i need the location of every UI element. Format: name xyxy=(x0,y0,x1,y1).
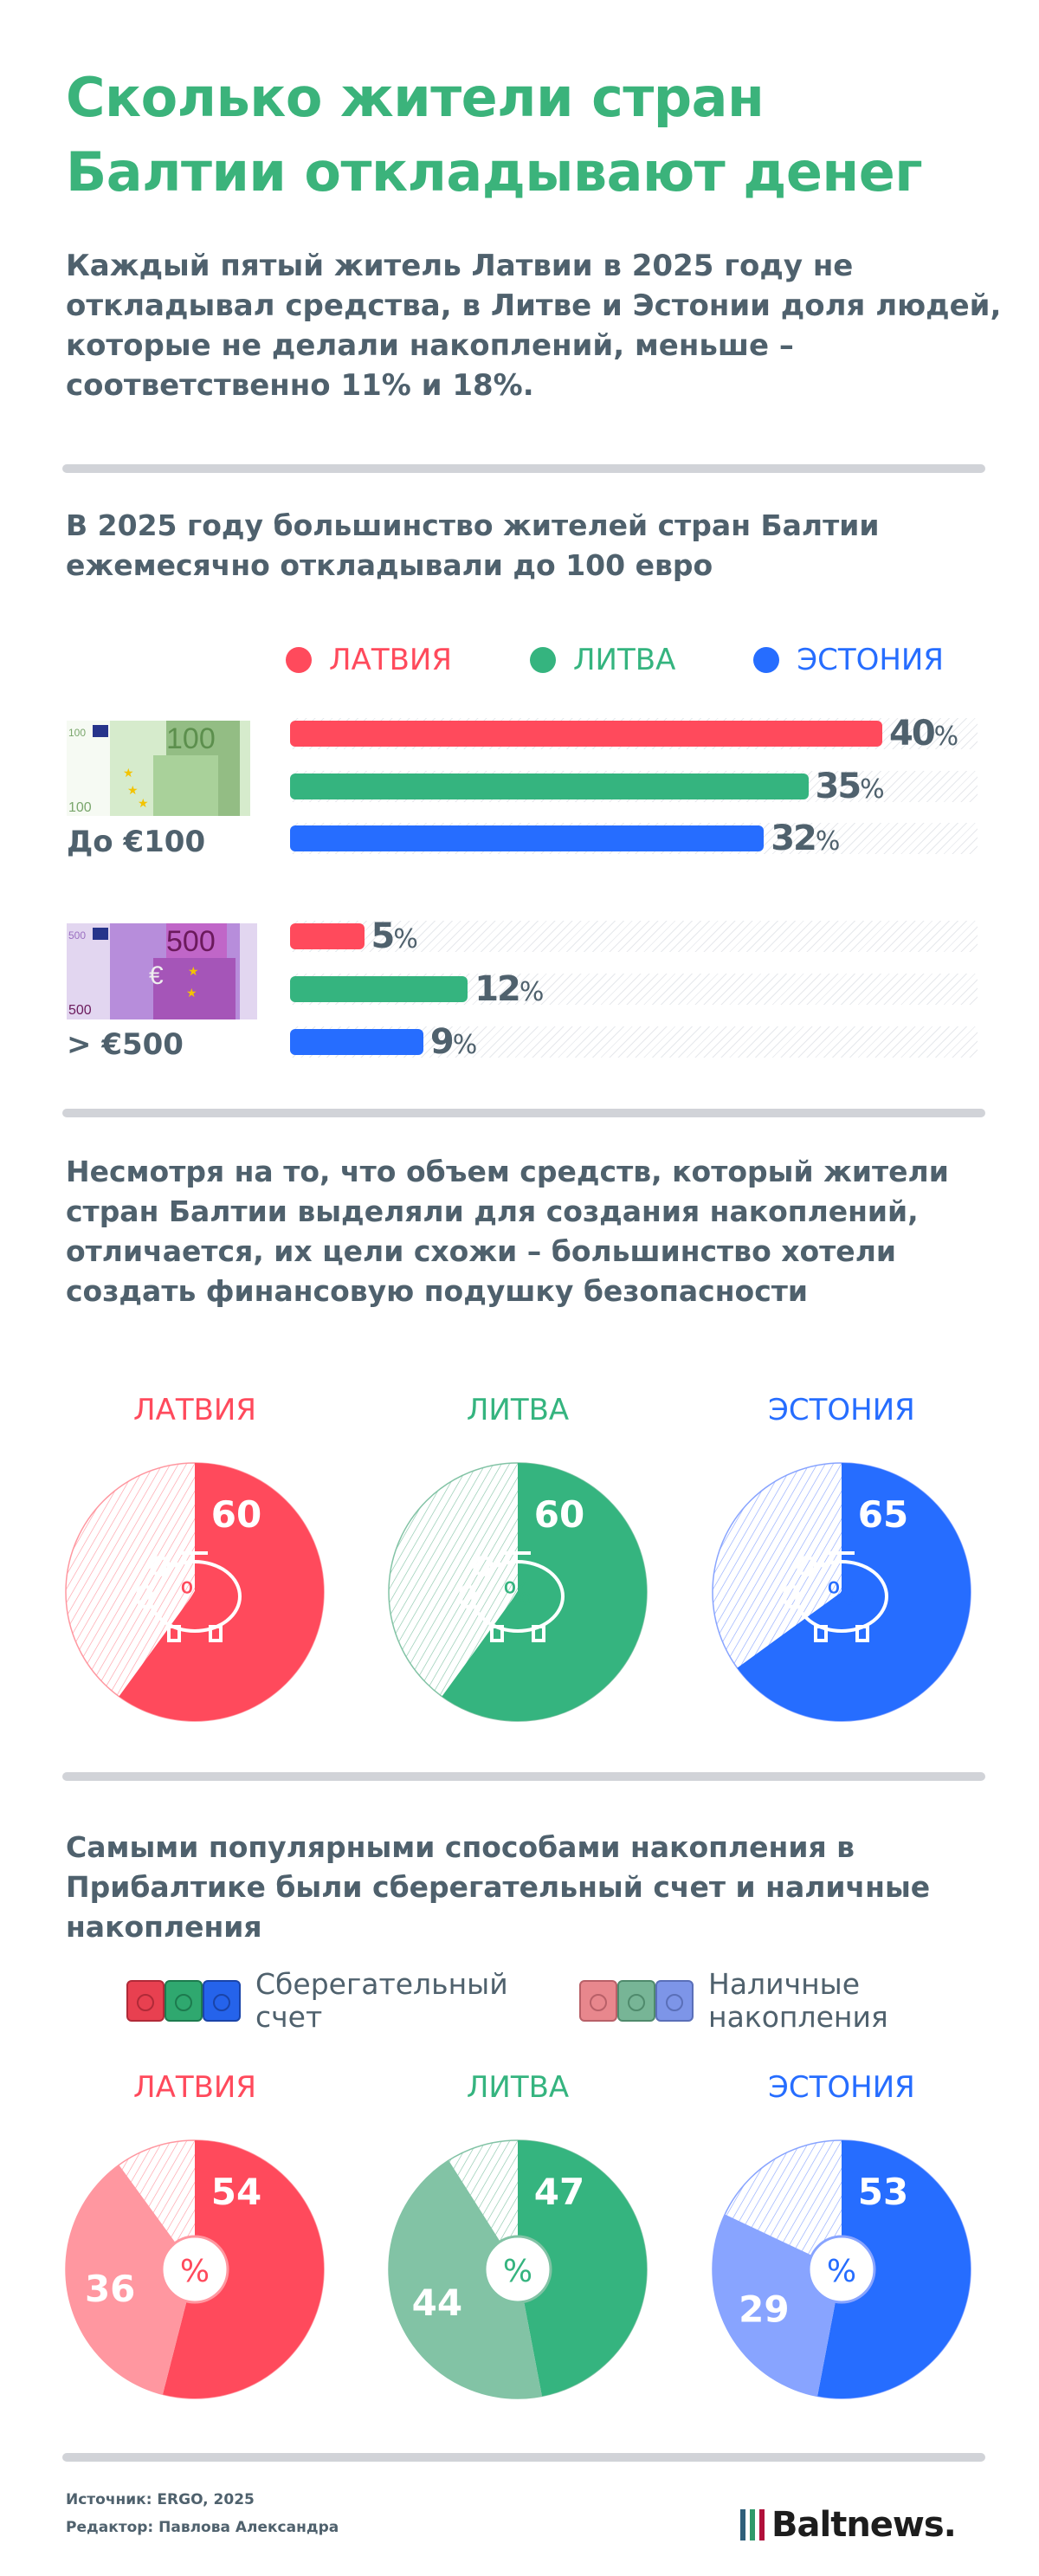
banknote-100-icon: 100 100 100 ★★★ xyxy=(67,721,250,816)
dot-icon xyxy=(753,647,780,673)
divider xyxy=(62,1109,985,1117)
bar-value-label: 5% xyxy=(371,916,418,956)
legend-lithuania: ЛИТВА xyxy=(529,643,675,677)
category-label-500: > €500 xyxy=(67,1027,184,1062)
piggy-bank-icon xyxy=(459,1551,565,1642)
country-label: ЛИТВА xyxy=(466,2070,570,2105)
pie-value-label: 29 xyxy=(739,2288,789,2331)
bar-1-0 xyxy=(290,773,809,799)
svg-text:100: 100 xyxy=(166,722,216,755)
country-label: ЛИТВА xyxy=(466,1393,570,1427)
svg-text:★: ★ xyxy=(123,767,134,780)
pie-center xyxy=(160,2235,229,2304)
bar-value-label: 35% xyxy=(815,767,885,806)
legend-latvia: ЛАТВИЯ xyxy=(286,643,452,677)
bar-0-1 xyxy=(290,923,365,949)
bar-value-label: 32% xyxy=(771,819,841,858)
percent-label: % xyxy=(827,1576,856,1612)
divider xyxy=(62,2453,985,2462)
logo-stripes-icon xyxy=(740,2509,765,2540)
svg-text:★: ★ xyxy=(186,987,197,1000)
svg-text:★: ★ xyxy=(127,784,139,798)
percent-label: % xyxy=(180,2254,210,2289)
pie-chart: 47 44% xyxy=(388,2139,648,2399)
country-label: ЛАТВИЯ xyxy=(133,2070,256,2105)
percent-label: % xyxy=(503,2254,532,2289)
percent-label: % xyxy=(827,2254,856,2289)
country-label: ЭСТОНИЯ xyxy=(768,2070,915,2105)
pie-slice xyxy=(162,2140,324,2398)
dot-icon xyxy=(286,647,312,673)
pie-slice xyxy=(442,1463,647,1721)
pie-value-label: 65 xyxy=(858,1493,908,1536)
percent-label: % xyxy=(180,1576,210,1612)
pie-value-label: 60 xyxy=(211,1493,261,1536)
pie-value-label: 47 xyxy=(534,2171,584,2213)
bar-0-0 xyxy=(290,721,882,747)
bar-1-1 xyxy=(290,976,468,1002)
pie-chart: 60% xyxy=(65,1462,325,1722)
pie-value-label: 54 xyxy=(211,2171,261,2213)
country-label: ЭСТОНИЯ xyxy=(768,1393,915,1427)
pie-chart: 65% xyxy=(712,1462,971,1722)
pie-slice xyxy=(66,2165,195,2395)
pie-chart: 53 29% xyxy=(712,2139,971,2399)
pie-chart: 60% xyxy=(388,1462,648,1722)
pie-slice xyxy=(817,2140,971,2398)
category-label-100: До €100 xyxy=(67,825,206,859)
pie-value-label: 60 xyxy=(534,1493,584,1536)
bar-value-label: 12% xyxy=(474,969,545,1009)
dot-icon xyxy=(529,647,556,673)
svg-text:500: 500 xyxy=(68,1003,92,1018)
pie-value-label: 36 xyxy=(85,2268,135,2310)
country-label: ЛАТВИЯ xyxy=(133,1393,256,1427)
pie-slice xyxy=(518,2140,648,2397)
safe-icon xyxy=(579,1980,694,2022)
legend-cash-savings: Наличные накопления xyxy=(578,1968,916,2034)
safe-icon xyxy=(126,1980,241,2022)
bar-track xyxy=(290,921,978,952)
pie-center xyxy=(807,2235,876,2304)
legend-savings-account: Сберегательный счет xyxy=(126,1968,508,2034)
divider xyxy=(62,464,985,473)
bar-2-1 xyxy=(290,1029,423,1055)
pie-chart: 54 36% xyxy=(65,2139,325,2399)
pie-slice xyxy=(119,1463,324,1721)
bar-value-label: 40% xyxy=(889,714,959,754)
pie-center xyxy=(483,2235,552,2304)
divider xyxy=(62,1772,985,1781)
bar-legend: ЛАТВИЯ ЛИТВА ЭСТОНИЯ xyxy=(286,643,944,677)
banknote-500-icon: 500 500 € 500 ★ ★ xyxy=(67,923,257,1019)
svg-text:★: ★ xyxy=(188,965,199,979)
baltnews-logo: Baltnews. xyxy=(740,2505,957,2545)
svg-text:500: 500 xyxy=(166,925,216,958)
pie-value-label: 53 xyxy=(858,2171,908,2213)
bar-value-label: 9% xyxy=(429,1022,478,1062)
pie-slice xyxy=(389,2160,542,2398)
lead-text: Каждый пятый житель Латвии в 2025 году н… xyxy=(66,249,1002,403)
bar-2-0 xyxy=(290,825,765,851)
piggy-bank-icon xyxy=(783,1551,888,1642)
source-text: Источник: ERGO, 2025 xyxy=(66,2491,255,2508)
legend-estonia: ЭСТОНИЯ xyxy=(753,643,944,677)
percent-label: % xyxy=(503,1576,532,1612)
svg-text:100: 100 xyxy=(68,727,86,739)
svg-text:★: ★ xyxy=(138,797,149,811)
svg-text:€: € xyxy=(149,961,164,990)
pie-slice xyxy=(737,1463,971,1721)
page-title: Сколько жители стран Балтии откладывают … xyxy=(66,66,923,204)
section-2-heading: Несмотря на то, что объем средств, котор… xyxy=(66,1155,949,1308)
section-3-heading: Самыми популярными способами накопления … xyxy=(66,1830,931,1944)
piggy-bank-icon xyxy=(136,1551,242,1642)
pie-value-label: 44 xyxy=(412,2282,462,2324)
svg-text:500: 500 xyxy=(68,929,86,942)
editor-text: Редактор: Павлова Александра xyxy=(66,2519,339,2536)
section-1-heading: В 2025 году большинство жителей стран Ба… xyxy=(66,508,880,582)
svg-text:100: 100 xyxy=(68,800,92,815)
